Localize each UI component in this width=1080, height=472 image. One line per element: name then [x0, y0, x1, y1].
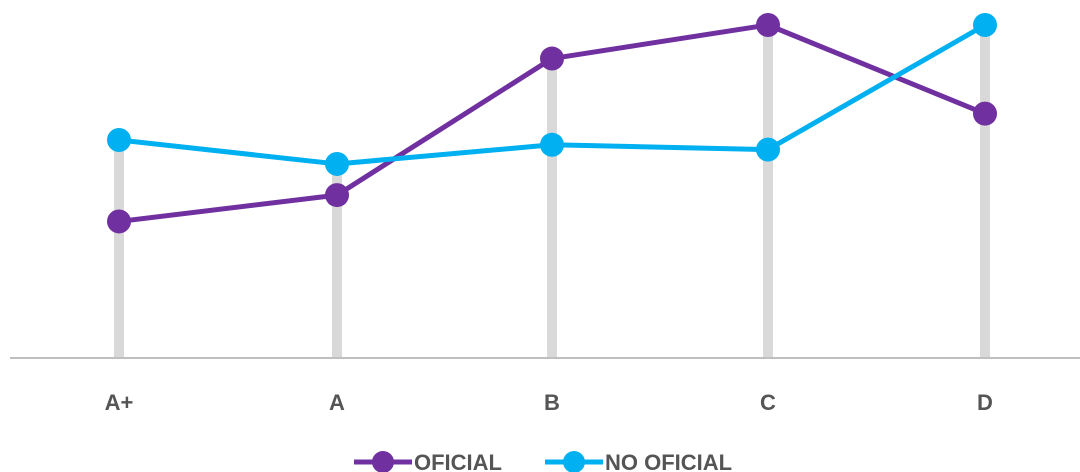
data-point-oficial-A+	[107, 209, 131, 233]
x-tick-label: A+	[105, 390, 134, 415]
data-point-oficial-B	[540, 47, 564, 71]
x-tick-label: C	[760, 390, 776, 415]
legend-label-no-oficial: NO OFICIAL	[605, 450, 732, 472]
data-point-no-oficial-A+	[107, 128, 131, 152]
x-tick-label: B	[544, 390, 560, 415]
data-point-no-oficial-B	[540, 133, 564, 157]
drop-lines	[119, 25, 985, 358]
x-tick-labels: A+ A B C D	[105, 390, 993, 415]
legend-marker-oficial	[372, 451, 394, 472]
data-point-no-oficial-A	[325, 152, 349, 176]
data-point-oficial-C	[756, 13, 780, 37]
legend: OFICIAL NO OFICIAL	[354, 450, 732, 472]
legend-marker-no-oficial	[563, 451, 585, 472]
legend-item-oficial: OFICIAL	[354, 450, 502, 472]
x-tick-label: A	[329, 390, 345, 415]
data-point-no-oficial-D	[973, 13, 997, 37]
data-point-no-oficial-C	[756, 138, 780, 162]
legend-item-no-oficial: NO OFICIAL	[545, 450, 732, 472]
x-tick-label: D	[977, 390, 993, 415]
data-point-oficial-A	[325, 183, 349, 207]
data-point-oficial-D	[973, 102, 997, 126]
legend-label-oficial: OFICIAL	[414, 450, 502, 472]
